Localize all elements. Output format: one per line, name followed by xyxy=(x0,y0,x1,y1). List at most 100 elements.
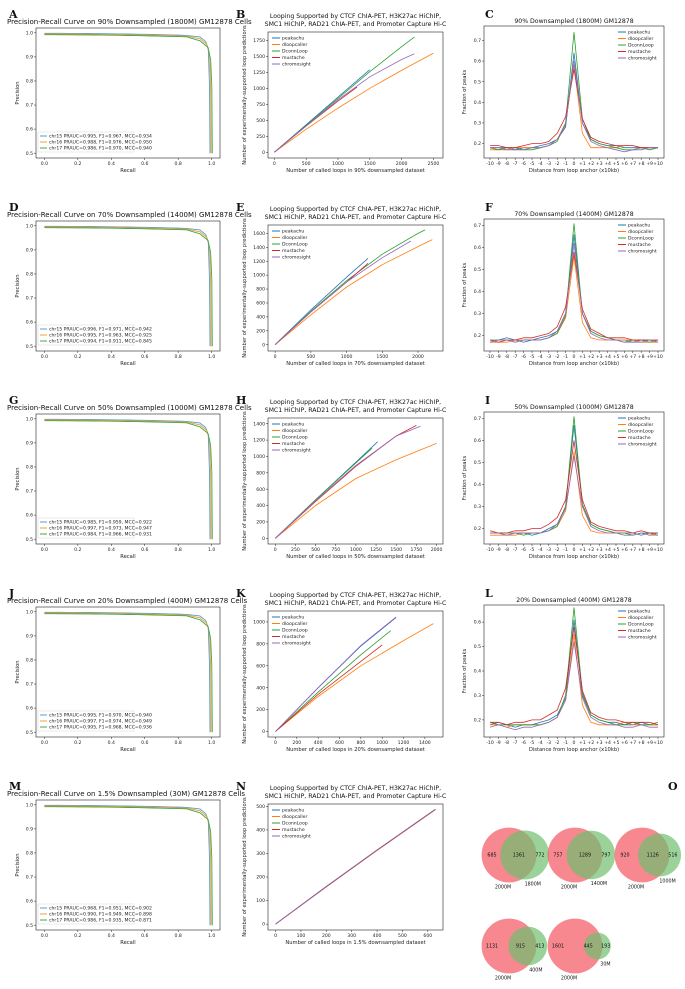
x-tick-label: -10 xyxy=(486,547,494,553)
x-tick-label: 1.0 xyxy=(208,354,215,360)
legend-entry: DconnLoop xyxy=(628,429,654,435)
x-tick-label: -1 xyxy=(563,547,568,553)
x-tick-label: -9 xyxy=(496,161,501,167)
y-tick-label: 1600 xyxy=(253,231,265,237)
x-tick-label: -1 xyxy=(563,740,568,746)
chart-title: Precision-Recall Curve on 50% Downsample… xyxy=(7,404,252,412)
x-tick-label: 0.4 xyxy=(108,161,115,167)
x-tick-label: 2500 xyxy=(428,161,440,167)
legend-entry: chr17 PRAUC=0.986, F1=0.935, MCC=0.871 xyxy=(49,918,152,924)
x-tick-label: -2 xyxy=(555,740,560,746)
legend-entry: chromosight xyxy=(282,255,311,261)
y-tick-label: 0.7 xyxy=(26,103,33,109)
x-tick-label: -5 xyxy=(530,740,535,746)
legend-entry: chromosight xyxy=(282,62,311,68)
legend-entry: peakachu xyxy=(628,416,650,422)
x-tick-label: +9 xyxy=(646,740,653,746)
x-tick-label: -5 xyxy=(530,161,535,167)
x-tick-label: 0.8 xyxy=(175,547,182,553)
plot-frame xyxy=(267,610,444,738)
x-tick-label: 0.4 xyxy=(108,933,115,939)
y-tick-label: 0.2 xyxy=(474,333,481,339)
pr-curve-17 xyxy=(44,34,213,154)
panel-label: H xyxy=(236,394,246,407)
legend-entry: mustache xyxy=(628,435,651,441)
legend-entry: mustache xyxy=(628,242,651,248)
x-tick-label: -6 xyxy=(521,547,526,553)
venn-diagram: 1131 915 413 2000M 400M xyxy=(481,918,548,981)
x-tick-label: 0 xyxy=(573,354,576,360)
venn-left-label: 2000M xyxy=(495,975,511,981)
legend-entry: peakachu xyxy=(282,229,304,235)
x-tick-label: +8 xyxy=(638,354,645,360)
venn-diagram: 920 1126 516 2000M 1000M xyxy=(614,827,682,890)
x-tick-label: 0.6 xyxy=(141,933,148,939)
y-tick-label: 300 xyxy=(256,851,265,857)
pr-curve-16 xyxy=(44,33,212,154)
series-line-dconnloop xyxy=(489,32,659,151)
y-tick-label: 0.9 xyxy=(26,54,33,60)
series-line-peakachu xyxy=(489,234,659,343)
series-line-dconnloop xyxy=(274,229,426,345)
x-axis-label: Number of called loops in 70% downsample… xyxy=(286,361,425,367)
x-tick-label: -10 xyxy=(486,740,494,746)
series-line-chromosight xyxy=(274,240,412,345)
venn-right-count: 797 xyxy=(601,853,610,859)
x-tick-label: +5 xyxy=(613,161,620,167)
y-tick-label: 0.4 xyxy=(474,100,481,106)
y-tick-label: 0.7 xyxy=(26,875,33,881)
x-tick-label: 0 xyxy=(273,161,276,167)
legend-box xyxy=(37,903,135,925)
x-tick-label: -5 xyxy=(530,547,535,553)
pr-curve-16 xyxy=(44,612,212,733)
pr-curve-17 xyxy=(44,420,213,540)
legend-entry: DconnLoop xyxy=(282,435,308,441)
chart-title: Precision-Recall Curve on 1.5% Downsampl… xyxy=(7,790,245,798)
y-tick-label: 0.2 xyxy=(474,141,481,147)
x-tick-label: 1.0 xyxy=(208,161,215,167)
x-tick-label: 0.0 xyxy=(41,933,48,939)
x-tick-label: -5 xyxy=(530,354,535,360)
venn-right-label: 30M xyxy=(600,961,610,967)
x-tick-label: 0 xyxy=(274,354,277,360)
x-tick-label: 0.0 xyxy=(41,354,48,360)
y-axis-label: Number of experimentally-supported loop … xyxy=(242,411,248,551)
x-tick-label: 0 xyxy=(274,933,277,939)
series-line-mustache xyxy=(275,425,417,539)
x-tick-label: 1400 xyxy=(419,740,431,746)
series-line-dloopcaller xyxy=(490,634,658,728)
venn-overlap-count: 915 xyxy=(516,944,525,950)
y-axis-label: Precision xyxy=(15,274,21,297)
y-tick-label: 400 xyxy=(256,503,265,509)
legend-entry: chr15 PRAUC=0.995, F1=0.970, MCC=0.940 xyxy=(49,713,152,719)
plot-frame xyxy=(35,27,221,159)
chart-title: 50% Downsampled (1000M) GM12878 xyxy=(514,404,633,411)
y-tick-label: 600 xyxy=(256,301,265,307)
x-tick-label: 300 xyxy=(347,933,356,939)
y-tick-label: 0.7 xyxy=(26,682,33,688)
y-tick-label: 0.9 xyxy=(26,247,33,253)
series-line-dconnloop xyxy=(489,607,659,726)
x-tick-label: +6 xyxy=(621,547,628,553)
x-tick-label: 1000 xyxy=(350,547,362,553)
x-tick-label: -6 xyxy=(521,354,526,360)
y-axis-label: Number of experimentally-supported loop … xyxy=(242,797,248,937)
legend-entry: mustache xyxy=(282,634,305,640)
venn-right-label: 1800M xyxy=(525,882,541,888)
x-tick-label: 0.6 xyxy=(141,354,148,360)
x-tick-label: -9 xyxy=(496,547,501,553)
x-tick-label: +9 xyxy=(646,161,653,167)
y-tick-label: 0.4 xyxy=(474,482,481,488)
y-tick-label: 0.2 xyxy=(474,717,481,723)
x-axis-label: Recall xyxy=(120,361,135,367)
x-tick-label: 800 xyxy=(356,740,365,746)
y-tick-label: 400 xyxy=(256,314,265,320)
venn-left-count: 1131 xyxy=(486,944,498,950)
pr-curve-15 xyxy=(44,225,211,347)
loop-panel-e: E Looping Supported by CTCF ChIA-PET, H3K… xyxy=(236,201,446,367)
x-tick-label: +2 xyxy=(587,547,594,553)
x-tick-label: -7 xyxy=(513,161,518,167)
x-tick-label: 1750 xyxy=(411,547,423,553)
